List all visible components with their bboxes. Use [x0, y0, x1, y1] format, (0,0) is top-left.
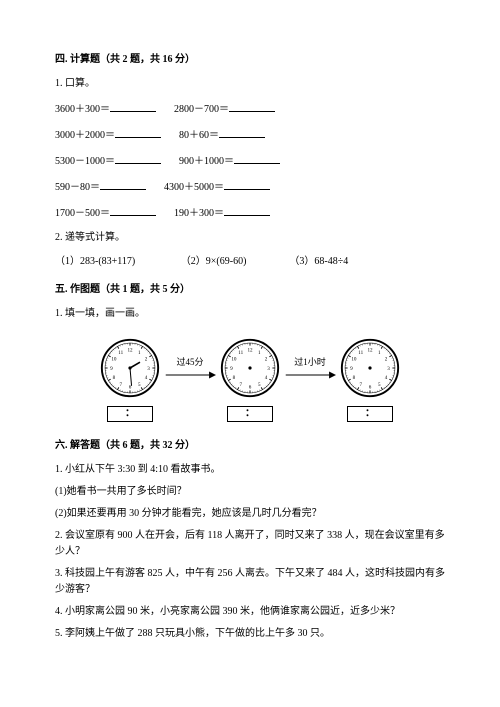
s4-q2-c: （3）68-48÷4: [289, 256, 348, 267]
s4-q2-b: （2）9×(69-60): [181, 256, 247, 267]
arrow-2-label: 过1小时: [294, 355, 326, 369]
clock-3: 121234567891011 ：: [338, 336, 402, 422]
blank: [110, 100, 156, 112]
calc-row: 5300－1000＝ 900＋1000＝: [55, 152, 445, 170]
calc-a: 5300－1000＝: [55, 156, 115, 167]
arrow-1-label: 过45分: [176, 355, 203, 369]
svg-text:1: 1: [378, 350, 381, 356]
svg-text:7: 7: [119, 382, 122, 388]
svg-text:2: 2: [385, 357, 388, 363]
s4-q2-items: （1）283-(83+117) （2）9×(69-60) （3）68-48÷4: [55, 254, 445, 270]
calc-a: 590－80＝: [55, 182, 100, 193]
s6-q3: 3. 科技园上午有游客 825 人，中午有 256 人离去。下午又来了 484 …: [55, 566, 445, 598]
s6-q1-label: 1. 小红从下午 3:30 到 4:10 看故事书。: [55, 462, 445, 478]
calc-b: 190＋300＝: [174, 208, 224, 219]
calc-rows: 3600＋300＝ 2800－700＝ 3000＋2000＝ 80＋60＝ 5300－1…: [55, 100, 445, 222]
arrow-1-svg: [164, 369, 216, 381]
s5-q1-label: 1. 填一填，画一画。: [55, 306, 445, 322]
svg-text:12: 12: [367, 347, 373, 353]
clock-1-svg: 121234567891011: [98, 336, 162, 400]
blank: [229, 100, 275, 112]
svg-text:9: 9: [110, 366, 113, 372]
clock-2-svg: 121234567891011: [218, 336, 282, 400]
clock-2: 121234567891011 ：: [218, 336, 282, 422]
svg-text:3: 3: [147, 366, 150, 372]
section-5-title: 五. 作图题（共 1 题，共 5 分）: [55, 282, 445, 298]
clock-1-box: ：: [107, 406, 153, 422]
svg-text:6: 6: [249, 384, 252, 390]
clock-3-box: ：: [347, 406, 393, 422]
blank: [224, 204, 270, 216]
blank: [100, 178, 146, 190]
svg-text:3: 3: [267, 366, 270, 372]
svg-text:4: 4: [265, 375, 268, 381]
clock-3-svg: 121234567891011: [338, 336, 402, 400]
svg-text:8: 8: [353, 375, 356, 381]
s6-q2: 2. 会议室原有 900 人在开会，后有 118 人离开了，同时又来了 338 …: [55, 528, 445, 560]
calc-a: 3600＋300＝: [55, 104, 110, 115]
blank: [110, 204, 156, 216]
blank: [234, 152, 280, 164]
calc-row: 1700－500＝ 190＋300＝: [55, 204, 445, 222]
calc-row: 3000＋2000＝ 80＋60＝: [55, 126, 445, 144]
svg-text:10: 10: [231, 357, 237, 363]
svg-text:9: 9: [350, 366, 353, 372]
svg-text:7: 7: [359, 382, 362, 388]
s4-q2-label: 2. 递等式计算。: [55, 230, 445, 246]
clock-row: 121234567891011 ： 过45分 121234567891011 ：…: [55, 336, 445, 422]
calc-a: 3000＋2000＝: [55, 130, 115, 141]
arrow-2-svg: [284, 369, 336, 381]
svg-text:4: 4: [145, 375, 148, 381]
svg-text:11: 11: [118, 350, 123, 356]
calc-b: 900＋1000＝: [179, 156, 234, 167]
svg-text:12: 12: [127, 347, 133, 353]
s6-q5: 5. 李阿姨上午做了 288 只玩具小熊，下午做的比上午多 30 只。: [55, 626, 445, 642]
s6-q1-sub2: (2)如果还要再用 30 分钟才能看完，她应该是几时几分看完？: [55, 506, 445, 522]
calc-b: 80＋60＝: [179, 130, 219, 141]
svg-text:10: 10: [351, 357, 357, 363]
s6-q1-sub1: (1)她看书一共用了多长时间？: [55, 484, 445, 500]
blank: [115, 152, 161, 164]
s4-q1-label: 1. 口算。: [55, 76, 445, 92]
calc-b: 2800－700＝: [174, 104, 229, 115]
svg-text:7: 7: [239, 382, 242, 388]
svg-text:12: 12: [247, 347, 253, 353]
calc-a: 1700－500＝: [55, 208, 110, 219]
calc-b: 4300＋5000＝: [164, 182, 224, 193]
svg-text:9: 9: [230, 366, 233, 372]
blank: [115, 126, 161, 138]
clock-1: 121234567891011 ：: [98, 336, 162, 422]
svg-text:4: 4: [385, 375, 388, 381]
arrow-1: 过45分: [164, 355, 216, 381]
blank: [219, 126, 265, 138]
svg-text:1: 1: [138, 350, 141, 356]
blank: [224, 178, 270, 190]
svg-text:11: 11: [238, 350, 243, 356]
s4-q2-a: （1）283-(83+117): [55, 256, 135, 267]
section-6-title: 六. 解答题（共 6 题，共 32 分）: [55, 438, 445, 454]
svg-text:8: 8: [113, 375, 116, 381]
calc-row: 3600＋300＝ 2800－700＝: [55, 100, 445, 118]
arrow-2: 过1小时: [284, 355, 336, 381]
svg-text:11: 11: [358, 350, 363, 356]
s6-q4: 4. 小明家离公园 90 米，小亮家离公园 390 米，他俩谁家离公园近，近多少…: [55, 604, 445, 620]
svg-text:5: 5: [378, 382, 381, 388]
svg-text:6: 6: [369, 384, 372, 390]
svg-text:5: 5: [258, 382, 261, 388]
section-4-title: 四. 计算题（共 2 题，共 16 分）: [55, 52, 445, 68]
svg-text:10: 10: [111, 357, 117, 363]
svg-text:3: 3: [387, 366, 390, 372]
clock-2-box: ：: [227, 406, 273, 422]
svg-text:2: 2: [265, 357, 268, 363]
svg-text:5: 5: [138, 382, 141, 388]
svg-text:2: 2: [145, 357, 148, 363]
calc-row: 590－80＝ 4300＋5000＝: [55, 178, 445, 196]
svg-text:8: 8: [233, 375, 236, 381]
svg-text:1: 1: [258, 350, 261, 356]
